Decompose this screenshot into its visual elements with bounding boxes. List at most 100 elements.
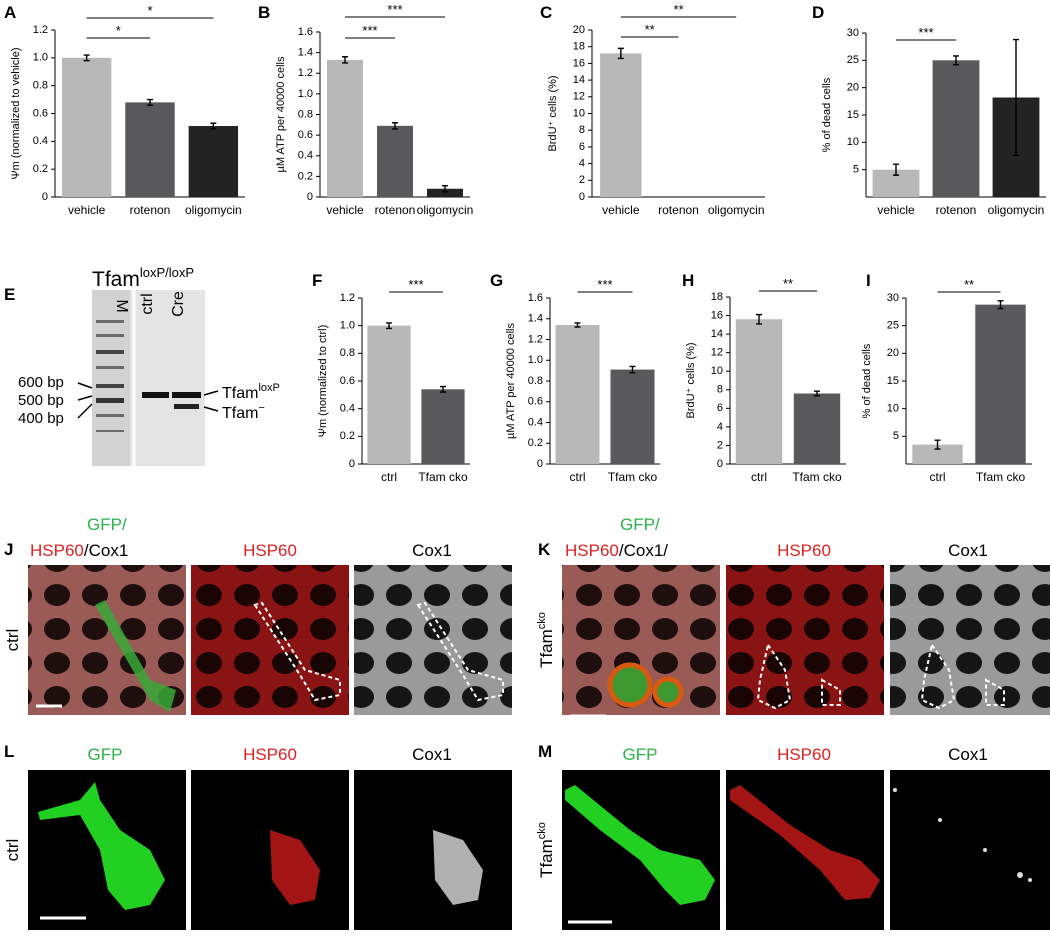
x-tick-label: oligomycin <box>988 203 1045 217</box>
render-cox1 <box>354 770 512 930</box>
y-axis-label: % of dead cells <box>861 343 873 418</box>
y-tick-label: 8 <box>579 124 585 136</box>
bar <box>427 188 463 197</box>
y-tick-label: 0.4 <box>528 416 543 428</box>
gel-lane <box>92 290 130 466</box>
channel-label: HSP60 <box>243 745 297 764</box>
condition-label: Tfamcko <box>536 822 556 878</box>
y-tick-label: 20 <box>573 24 585 36</box>
cell-outline <box>756 642 841 710</box>
y-tick-label: 0.6 <box>340 375 355 387</box>
bar <box>600 53 642 197</box>
lane-label: Cre <box>170 291 187 317</box>
hsp60-signal <box>270 830 320 905</box>
significance-label: ** <box>964 277 974 292</box>
panel-letter: J <box>4 540 13 559</box>
error-bar <box>997 300 1004 310</box>
channel-label: HSP60 <box>243 541 297 560</box>
panel-letter: K <box>538 540 551 559</box>
x-tick-label: vehicle <box>602 203 640 217</box>
y-axis-label: BrdU⁺ cells (%) <box>685 342 697 418</box>
y-tick-label: 20 <box>847 82 859 94</box>
size-label: 400 bp <box>18 410 64 427</box>
bar <box>555 324 600 464</box>
render-cox1 <box>890 770 1050 930</box>
error-bar <box>386 322 392 330</box>
error-bar <box>392 122 398 130</box>
y-tick-label: 0.6 <box>33 107 48 119</box>
panel-letter: E <box>4 285 15 304</box>
y-tick-label: 0.6 <box>298 129 313 141</box>
error-bar <box>756 313 762 325</box>
error-bar <box>442 184 448 193</box>
condition-base: Tfam <box>537 839 556 878</box>
error-bar <box>574 322 581 328</box>
y-tick-label: 0.2 <box>528 437 543 449</box>
y-tick-label: 0 <box>537 458 543 470</box>
significance-label: *** <box>597 277 612 292</box>
condition-base: Tfam <box>537 629 556 668</box>
y-tick-label: 0.2 <box>298 170 313 182</box>
error-bar <box>617 47 624 60</box>
gfp-cell <box>95 600 176 712</box>
channel-label-part: HSP60 <box>565 541 619 560</box>
error-bar <box>814 390 820 397</box>
y-tick-label: 1.2 <box>298 67 313 79</box>
x-tick-label: ctrl <box>381 470 397 484</box>
significance-label: * <box>147 3 152 18</box>
y-tick-label: 0 <box>349 458 355 470</box>
y-tick-label: 12 <box>711 347 723 359</box>
micrograph-hsp60 <box>191 565 349 715</box>
y-tick-label: 0.2 <box>33 163 48 175</box>
y-tick-label: 1.0 <box>528 354 543 366</box>
y-tick-label: 18 <box>573 41 585 53</box>
gfp-cell <box>607 662 653 708</box>
bar <box>735 319 783 464</box>
x-tick-label: Tfam cko <box>418 470 468 484</box>
channel-label: Cox1 <box>948 745 988 764</box>
y-tick-label: 2 <box>579 174 585 186</box>
y-tick-label: 10 <box>573 107 585 119</box>
y-tick-label: 10 <box>847 136 859 148</box>
condition-label: ctrl <box>3 629 22 652</box>
significance-label: ** <box>673 2 683 17</box>
y-axis-label: µM ATP per 40000 cells <box>505 323 517 439</box>
x-tick-label: vehicle <box>68 203 106 217</box>
panel-letter: B <box>258 3 270 22</box>
micrograph-hsp60 <box>726 565 884 715</box>
band-label-base: Tfam <box>222 385 258 402</box>
micrograph-cox1 <box>890 565 1050 715</box>
channel-label: Cox1 <box>412 745 452 764</box>
y-tick-label: 30 <box>847 27 859 39</box>
cox1-signal <box>893 788 1032 882</box>
y-tick-label: 5 <box>853 164 859 176</box>
cell-outline <box>920 642 1005 710</box>
y-tick-label: 1.2 <box>528 333 543 345</box>
cox1-signal <box>433 830 483 905</box>
y-tick-label: 30 <box>887 292 899 304</box>
y-tick-label: 0 <box>42 191 48 203</box>
y-tick-label: 16 <box>711 309 723 321</box>
y-tick-label: 16 <box>573 57 585 69</box>
bar <box>188 126 239 197</box>
size-pointers <box>77 382 219 419</box>
bar <box>421 389 465 464</box>
band-label-base: Tfam <box>222 405 258 422</box>
y-tick-label: 6 <box>579 141 585 153</box>
bar <box>932 60 980 198</box>
gel-band <box>174 404 199 409</box>
channel-label: HSP60/Cox1 <box>30 541 128 560</box>
condition-sup: cko <box>536 612 548 629</box>
y-tick-label: 25 <box>847 54 859 66</box>
y-tick-label: 0 <box>717 458 723 470</box>
y-tick-label: 1.4 <box>298 47 313 59</box>
y-axis-label: % of dead cells <box>821 77 833 152</box>
y-tick-label: 0.8 <box>340 347 355 359</box>
bar <box>61 57 112 198</box>
y-axis-label: BrdU⁺ cells (%) <box>547 75 559 151</box>
y-tick-label: 10 <box>711 365 723 377</box>
x-tick-label: rotenon <box>130 203 171 217</box>
lane-label: ctrl <box>139 293 156 314</box>
y-tick-label: 0.4 <box>340 403 355 415</box>
